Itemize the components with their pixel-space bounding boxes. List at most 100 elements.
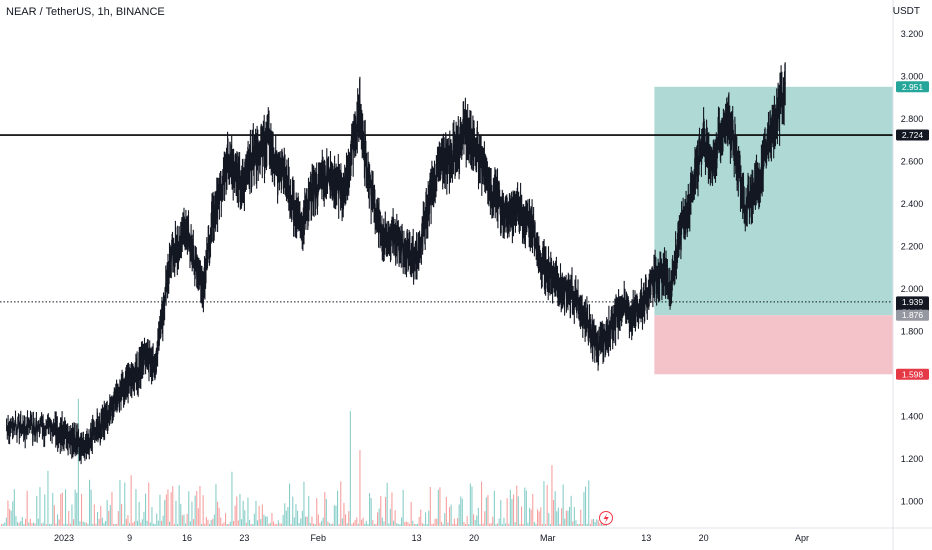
volume-bar: [431, 523, 433, 526]
volume-bar: [559, 524, 561, 526]
volume-bar: [237, 520, 239, 526]
volume-bar: [15, 516, 17, 526]
volume-bar: [220, 517, 222, 526]
volume-bar: [441, 521, 443, 526]
volume-bar: [186, 513, 188, 526]
volume-bar: [231, 471, 233, 526]
badge-label: 2.951: [902, 82, 924, 92]
volume-bar: [242, 500, 244, 526]
volume-bar: [365, 520, 367, 526]
target-price-badge[interactable]: 2.951: [896, 81, 929, 93]
currency-label[interactable]: USDT: [892, 6, 920, 17]
y-tick-label: 2.600: [901, 156, 924, 166]
volume-bar: [546, 485, 548, 526]
volume-bar: [541, 524, 543, 526]
volume-bar: [93, 504, 95, 526]
y-tick-label: 2.400: [901, 199, 924, 209]
resistance-price-badge[interactable]: 2.724: [896, 129, 929, 141]
volume-bar: [164, 500, 166, 526]
volume-bar: [517, 496, 519, 526]
volume-bar: [391, 492, 393, 526]
entry-price-badge[interactable]: 1.876: [896, 309, 929, 321]
volume-bar: [145, 493, 147, 526]
volume-bar: [201, 524, 203, 526]
volume-bar: [505, 523, 507, 526]
volume-bar: [257, 520, 259, 526]
volume-bar: [503, 517, 505, 526]
volume-bar: [361, 519, 363, 526]
volume-bar: [175, 500, 177, 526]
volume-bar: [100, 506, 102, 526]
volume-bar: [570, 495, 572, 526]
volume-bar: [545, 524, 547, 526]
volume-bar: [482, 523, 484, 526]
volume-bar: [433, 523, 435, 526]
volume-bar: [473, 514, 475, 526]
volume-bar: [84, 522, 86, 526]
volume-bar: [450, 504, 452, 526]
volume-bar: [476, 515, 478, 526]
volume-bar: [501, 524, 503, 526]
volume-bar: [471, 486, 473, 526]
volume-bar: [329, 523, 331, 526]
volume-bar: [289, 483, 291, 526]
volume-bar: [205, 517, 207, 526]
volume-bar: [265, 516, 267, 526]
x-tick-label: Feb: [310, 533, 326, 543]
volume-bar: [436, 518, 438, 526]
volume-bar: [183, 514, 185, 526]
volume-bar: [581, 524, 583, 526]
volume-bar: [585, 486, 587, 526]
volume-bar: [388, 523, 390, 526]
volume-bar: [196, 491, 198, 526]
volume-bar: [341, 518, 343, 526]
volume-bar: [303, 481, 305, 526]
volume-bar: [277, 520, 279, 526]
volume-bar: [385, 497, 387, 526]
volume-bar: [281, 523, 283, 526]
volume-bar: [452, 524, 454, 526]
volume-bar: [554, 491, 556, 526]
volume-bar: [389, 508, 391, 526]
volume-bar: [401, 517, 403, 526]
symbol-title[interactable]: NEAR / TetherUS, 1h, BINANCE: [6, 6, 165, 18]
volume-bar: [108, 510, 110, 526]
volume-bar: [455, 523, 457, 526]
volume-bar: [423, 524, 425, 526]
volume-bar: [101, 517, 103, 526]
volume-bar: [284, 503, 286, 526]
volume-bar: [221, 523, 223, 526]
volume-bar: [461, 498, 463, 526]
volume-bar: [18, 522, 20, 526]
volume-bar: [274, 524, 276, 526]
volume-bar: [479, 524, 481, 526]
volume-bar: [65, 489, 67, 526]
x-tick-label: Mar: [540, 533, 556, 543]
volume-bar: [125, 518, 127, 526]
volume-bar: [132, 522, 134, 526]
volume-bar: [77, 398, 79, 526]
volume-bar: [420, 509, 422, 526]
volume-bar: [562, 484, 564, 526]
volume-bar: [306, 516, 308, 526]
volume-bar: [527, 522, 529, 526]
volume-bar: [437, 489, 439, 526]
volume-bar: [225, 513, 227, 526]
x-tick-label: 16: [182, 533, 192, 543]
volume-bar: [129, 523, 131, 526]
loss-zone[interactable]: [654, 315, 893, 375]
x-tick-label: 13: [412, 533, 422, 543]
volume-bar: [60, 493, 62, 526]
stop-price-badge[interactable]: 1.598: [896, 368, 929, 380]
volume-bar: [557, 507, 559, 526]
volume-bar: [141, 519, 143, 526]
lightning-icon[interactable]: [599, 511, 613, 525]
volume-bar: [548, 513, 550, 526]
volume-bar: [348, 511, 350, 526]
volume-bar: [266, 516, 268, 526]
volume-bar: [247, 497, 249, 526]
volume-bar: [37, 518, 39, 526]
